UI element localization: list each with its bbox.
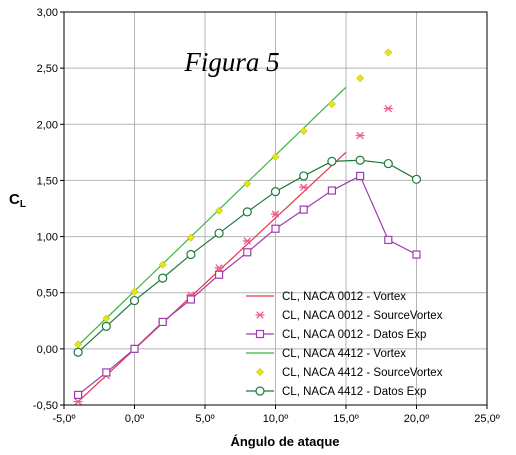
legend-item: CL, NACA 0012 - Datos Exp [246,329,426,341]
y-tick-label: 2,50 [37,63,58,75]
x-tick-label: 25,0º [474,413,499,425]
data-point [158,260,167,269]
y-axis-title: CL [9,191,26,210]
data-point [299,127,308,135]
data-point [255,329,265,339]
x-tick-label: 0,0º [125,413,144,425]
data-point [129,295,140,306]
data-point [243,248,252,257]
data-point [102,368,111,377]
chart-title: Figura 5 [183,47,279,77]
x-tick-label: 15,0º [333,413,358,425]
y-tick-label: 0,50 [37,288,58,300]
legend-label: CL, NACA 0012 - Vortex [282,291,406,303]
data-point [158,317,167,327]
y-tick-label: 2,00 [37,119,58,131]
data-point [255,311,265,319]
data-point [327,100,336,108]
data-point [255,386,265,396]
data-point [101,321,111,331]
x-tick-label: 10,0º [263,413,288,425]
legend-label: CL, NACA 4412 - SourceVortex [282,367,443,379]
x-tick-label: -5,0º [53,413,76,425]
data-point [73,390,83,399]
legend-label: CL, NACA 4412 - Datos Exp [282,386,426,398]
y-axis-title-main: C [9,191,20,208]
data-point [242,207,252,217]
data-point [356,74,365,83]
series-line [77,151,347,403]
legend: CL, NACA 0012 - Vortex CL, NACA 0012 - So… [246,291,443,398]
data-point [73,347,83,357]
legend-label: CL, NACA 4412 - Vortex [282,348,406,360]
legend-label: CL, NACA 0012 - SourceVortex [282,310,443,322]
data-point [271,210,280,218]
series-3 [73,171,421,399]
legend-item: CL, NACA 4412 - Datos Exp [246,386,426,398]
data-point [327,186,336,195]
data-point [412,250,421,259]
data-point [186,233,195,242]
data-point [158,273,168,283]
y-tick-label: -0,50 [33,400,58,412]
data-point [130,344,139,353]
x-tick-label: 5,0º [195,413,214,425]
data-point [186,249,196,260]
data-point [270,187,281,197]
legend-item: CL, NACA 0012 - SourceVortex [255,310,443,322]
data-point [130,287,139,296]
y-tick-label: 1,00 [37,232,58,244]
series-layer [73,48,422,406]
data-point [384,48,393,57]
x-axis-title: Ángulo de ataque [230,434,339,449]
series-5 [74,48,393,349]
y-tick-label: 3,00 [37,7,58,19]
x-tick-labels: -5,0º 0,0º 5,0º 10,0º 15,0º 20,0º 25,0º [53,405,500,425]
y-axis-title-sub: L [20,199,26,210]
data-point [215,270,224,279]
data-point [271,152,280,161]
data-point [243,179,252,188]
data-point [327,156,337,166]
series-1 [77,151,347,403]
series-4 [77,86,347,346]
series-6 [73,155,422,357]
data-point [299,205,308,214]
data-point [242,237,252,245]
legend-item: CL, NACA 0012 - Vortex [246,291,406,303]
legend-item: CL, NACA 4412 - Vortex [246,348,406,360]
data-point [356,171,365,181]
series-line [77,86,347,346]
data-point [214,264,224,272]
data-point [384,235,393,245]
data-point [214,228,224,238]
legend-label: CL, NACA 0012 - Datos Exp [282,329,426,341]
data-point [215,206,224,215]
data-point [271,224,280,233]
data-point [383,104,393,113]
data-point [73,397,83,406]
data-point [299,183,309,191]
data-point [186,295,195,304]
data-point [74,340,83,349]
y-tick-labels: -0,50 0,00 0,50 1,00 1,50 2,00 2,50 3,00 [33,7,64,412]
data-point [299,171,309,181]
data-point [256,368,264,376]
y-tick-label: 1,50 [37,175,58,187]
y-tick-label: 0,00 [37,344,58,356]
legend-item: CL, NACA 4412 - SourceVortex [256,367,443,379]
data-point [355,131,365,140]
data-point [383,158,393,169]
data-point [411,174,422,184]
x-tick-label: 20,0º [404,413,429,425]
data-point [355,155,365,165]
